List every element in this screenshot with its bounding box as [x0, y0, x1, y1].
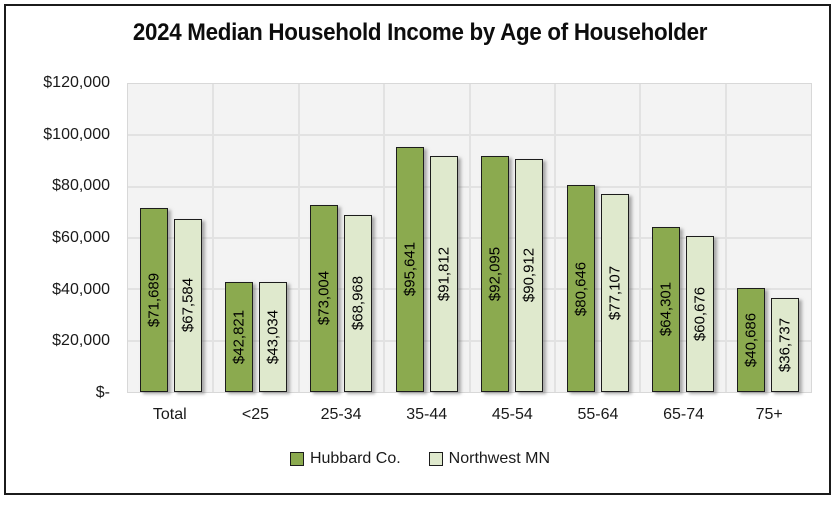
bar-value-label: $68,968 [349, 276, 367, 331]
bar-hubbard-co-45-54: $92,095 [481, 155, 510, 392]
y-axis-tick-label: $120,000 [43, 74, 110, 91]
bar-group-65-74: $64,301 $60,676 [640, 84, 725, 392]
bar-value-label: $71,689 [145, 272, 163, 328]
legend-entry-northwest-mn: Northwest MN [428, 450, 551, 468]
gridline-vertical [468, 84, 471, 392]
bar-value-label: $40,686 [742, 312, 760, 367]
bar-hubbard-co-total: $71,689 [139, 208, 168, 392]
bar-value-label: $91,812 [435, 247, 453, 302]
x-axis-category-label: <25 [241, 406, 269, 423]
x-axis-category-label: 75+ [755, 406, 783, 423]
x-axis-category-label: 25-34 [320, 406, 362, 423]
gridline-vertical [639, 84, 642, 392]
bar-value-label: $60,676 [691, 287, 709, 342]
chart-title: 2024 Median Household Income by Age of H… [132, 19, 708, 46]
y-axis-tick-label: $- [95, 384, 110, 401]
y-axis-tick-label: $40,000 [52, 280, 110, 298]
bar-group-25: $42,821 $43,034 [213, 84, 298, 392]
legend-swatch-hubbard-co [289, 452, 304, 466]
bar-northwest-mn-25-34: $68,968 [344, 214, 373, 392]
bar-northwest-mn-75: $36,737 [771, 297, 800, 392]
bar-value-label: $42,821 [230, 309, 248, 365]
gridline-vertical [553, 84, 556, 392]
bar-hubbard-co-75: $40,686 [737, 287, 766, 392]
bar-value-label: $36,737 [776, 317, 794, 372]
bar-value-label: $95,641 [401, 242, 419, 297]
x-axis-category-label: 45-54 [491, 406, 533, 423]
bar-hubbard-co-65-74: $64,301 [651, 226, 680, 392]
gridline-vertical [212, 84, 215, 392]
bar-value-label: $73,004 [315, 271, 333, 326]
bar-northwest-mn-65-74: $60,676 [685, 236, 714, 392]
bar-northwest-mn-total: $67,584 [173, 218, 202, 392]
bar-hubbard-co-25-34: $73,004 [310, 204, 339, 392]
bar-value-label: $80,646 [572, 261, 590, 316]
bar-hubbard-co-35-44: $95,641 [395, 146, 424, 392]
x-axis-category-label: 35-44 [406, 406, 448, 423]
bar-value-label: $92,095 [486, 246, 504, 301]
x-axis-category-label: Total [152, 406, 187, 423]
x-axis-category-label: 65-74 [663, 406, 705, 423]
legend-label: Northwest MN [448, 450, 551, 467]
legend-entry-hubbard-co: Hubbard Co. [289, 450, 401, 468]
bar-northwest-mn-35-44: $91,812 [429, 156, 458, 392]
bar-group-25-34: $73,004 $68,968 [299, 84, 384, 392]
y-axis-tick-label: $20,000 [52, 332, 110, 350]
bar-group-total: $71,689 $67,584 [128, 84, 213, 392]
legend-swatch-northwest-mn [428, 452, 443, 466]
bar-value-label: $64,301 [657, 282, 675, 337]
bar-group-45-54: $92,095 $90,912 [470, 84, 555, 392]
gridline-vertical [724, 84, 727, 392]
plot-area: $71,689 $67,584 $42,821 $43,034 $73,004 $68,9… [127, 83, 812, 393]
y-axis: $120,000 $100,000 $80,000 $60,000 $40,000 $20… [0, 74, 110, 401]
y-axis-tick-label: $100,000 [43, 125, 110, 143]
bar-hubbard-co-55-64: $80,646 [566, 185, 595, 392]
bar-group-55-64: $80,646 $77,107 [555, 84, 640, 392]
legend-label: Hubbard Co. [309, 450, 401, 467]
y-axis-tick-label: $60,000 [52, 229, 110, 246]
bar-northwest-mn-25: $43,034 [259, 281, 288, 392]
bar-group-35-44: $95,641 $91,812 [384, 84, 469, 392]
gridline-vertical [383, 84, 386, 392]
bar-hubbard-co-25: $42,821 [225, 282, 254, 392]
legend: Hubbard Co. Northwest MN [0, 450, 840, 468]
bar-value-label: $67,584 [179, 278, 197, 333]
bar-value-label: $77,107 [606, 265, 624, 321]
x-axis: Total <25 25-34 35-44 45-54 55-64 65-74 75+ [127, 406, 812, 424]
bar-groups: $71,689 $67,584 $42,821 $43,034 $73,004 $68,9… [128, 84, 811, 392]
y-axis-tick-label: $80,000 [52, 177, 110, 195]
bar-northwest-mn-45-54: $90,912 [515, 158, 544, 392]
bar-value-label: $90,912 [520, 248, 538, 303]
bar-northwest-mn-55-64: $77,107 [600, 194, 629, 392]
bar-group-75: $40,686 $36,737 [726, 84, 811, 392]
x-axis-category-label: 55-64 [577, 406, 619, 423]
gridline-vertical [297, 84, 300, 392]
bar-value-label: $43,034 [264, 309, 282, 364]
